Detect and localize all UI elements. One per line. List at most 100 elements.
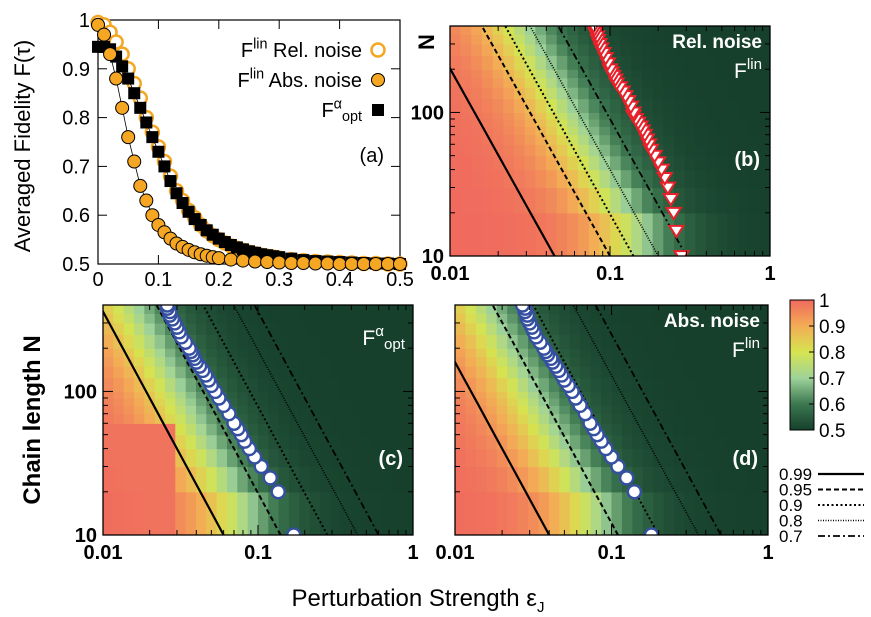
- panel-d-cell: [642, 413, 654, 424]
- panel-b-cell: [471, 144, 483, 157]
- panel-a-point-opt: [170, 187, 183, 200]
- panel-b-cell: [450, 26, 462, 35]
- panel-c-cell: [258, 391, 269, 399]
- panel-d-cell: [674, 405, 686, 415]
- panel-b-cell: [567, 144, 579, 157]
- panel-c-cell: [227, 334, 238, 349]
- panel-d-cell: [496, 377, 508, 392]
- panel-d-cell: [496, 398, 508, 406]
- panel-d-cell: [653, 423, 665, 436]
- panel-b-cell: [599, 77, 611, 88]
- panel-d-cell: [580, 366, 592, 379]
- panel-b-cell: [535, 126, 547, 136]
- panel-d-cell: [695, 491, 706, 535]
- panel-a-legend-label-main: F: [241, 40, 253, 62]
- panel-c-cell: [309, 377, 321, 392]
- panel-c-cell: [144, 491, 156, 535]
- panel-d-cell: [496, 391, 508, 399]
- panel-b-cell: [567, 187, 579, 214]
- panel-b-cell: [524, 34, 536, 45]
- panel-a-legend-label-sup: lin: [250, 67, 264, 83]
- panel-c-cell: [402, 423, 413, 436]
- panel-c-cell: [392, 405, 404, 415]
- panel-c-cell: [154, 398, 166, 406]
- panel-a-legend-label-text: Rel. noise: [268, 40, 363, 62]
- panel-d-cell: [642, 313, 654, 324]
- panel-d-cell: [528, 391, 539, 399]
- panel-b-cell: [578, 126, 590, 136]
- panel-d-cell: [642, 366, 654, 379]
- panel-c-cell: [351, 398, 362, 406]
- panel-c-cell: [196, 348, 207, 358]
- panel-d-cell: [528, 423, 539, 436]
- panel-b-cell: [738, 43, 750, 56]
- panel-c-cell: [103, 348, 114, 358]
- panel-b-cell: [663, 34, 675, 45]
- panel-d-cell: [642, 405, 654, 415]
- panel-a-point-opt: [164, 175, 177, 188]
- panel-c-cell: [330, 356, 342, 367]
- panel-c-cell: [258, 356, 269, 367]
- panel-d-cell: [747, 413, 759, 424]
- panel-b-cell: [535, 43, 547, 56]
- panel-d-cell: [695, 356, 706, 367]
- panel-b-cell: [556, 169, 568, 189]
- panel-d-cell: [705, 313, 717, 324]
- panel-c-cell: [258, 322, 269, 335]
- panel-b-cell: [652, 98, 664, 113]
- panel-b-cell: [588, 98, 600, 113]
- panel-b-cell: [620, 34, 632, 45]
- panel-b-cell: [642, 43, 654, 56]
- panel-b-cell: [492, 34, 504, 45]
- panel-b-cell: [482, 144, 494, 157]
- panel-d-cell: [705, 334, 717, 349]
- panel-b-cell: [706, 155, 718, 171]
- panel-c-cell: [134, 405, 145, 415]
- panel-b-cell: [460, 87, 472, 100]
- panel-d-cell: [486, 322, 498, 335]
- panel-d-cell: [736, 405, 748, 415]
- panel-b-cell: [684, 134, 696, 145]
- panel-b-cell: [684, 144, 696, 157]
- panel-b-contour-0.99: [450, 66, 556, 256]
- panel-d-cell: [621, 377, 633, 392]
- panel-c-cell: [382, 348, 393, 358]
- panel-b-cell: [588, 155, 600, 171]
- panel-b-cell: [663, 134, 675, 145]
- panel-b-cell: [759, 112, 770, 120]
- panel-d-cell: [695, 305, 706, 314]
- panel-d-cell: [621, 313, 633, 324]
- panel-c-cell: [371, 348, 383, 358]
- panel-b-cell: [620, 212, 632, 256]
- panel-c-cell: [309, 391, 321, 399]
- panel-d-cell: [695, 348, 706, 358]
- panel-c-cell: [185, 413, 197, 424]
- panel-c-cell: [382, 398, 393, 406]
- panel-c-cell: [299, 434, 311, 450]
- panel-b-cell: [578, 155, 590, 171]
- panel-b-cell: [567, 119, 579, 127]
- panel-b-cell: [684, 112, 696, 120]
- panel-c-cell: [185, 391, 197, 399]
- panel-c-cell: [320, 348, 331, 358]
- panel-c-cell: [392, 423, 404, 436]
- panel-d-cell: [705, 356, 717, 367]
- panel-a-ytick-label: 0.6: [62, 205, 90, 227]
- panel-b-cell: [642, 155, 654, 171]
- panel-b-cell: [684, 119, 696, 127]
- colorbar-tick-label: 0.7: [819, 369, 845, 390]
- panel-c-cell: [165, 491, 176, 535]
- panel-c-cell: [144, 413, 156, 424]
- panel-c-cell: [320, 423, 331, 436]
- panel-c-cell: [351, 322, 362, 335]
- panel-c-cell: [134, 448, 145, 468]
- panel-b-cell: [546, 55, 558, 70]
- panel-c-cell: [154, 491, 166, 535]
- panel-c-cell: [175, 366, 187, 379]
- panel-a-point-abs: [368, 257, 383, 271]
- panel-b-cell: [684, 98, 696, 113]
- panel-d-cell: [486, 313, 498, 324]
- panel-c-cell: [278, 305, 290, 314]
- panel-c-cell: [382, 334, 393, 349]
- panel-b-cell: [610, 187, 622, 214]
